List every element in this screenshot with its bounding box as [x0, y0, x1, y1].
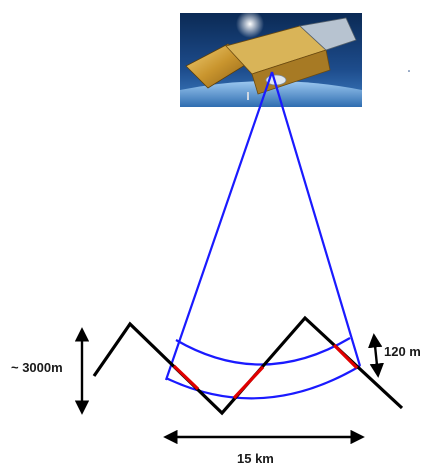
- thickness-label: 120 m: [384, 344, 421, 359]
- satellite-image: [180, 10, 362, 107]
- swath-top-arc: [175, 337, 351, 366]
- beam-left-edge: [164, 71, 274, 381]
- beam-right-edge: [270, 71, 362, 367]
- height-label: ~ 3000m: [11, 360, 63, 375]
- thickness-arrow: [368, 333, 384, 378]
- satellite-icon: [185, 17, 357, 100]
- radar-beam: [164, 71, 362, 400]
- swath-bottom-arc: [165, 365, 361, 400]
- intersection-segment-2: [232, 365, 265, 400]
- intersection-segment-3: [332, 343, 359, 370]
- intersection-segments: [172, 343, 359, 400]
- width-label: 15 km: [237, 451, 274, 466]
- intersection-segment-1: [172, 364, 200, 391]
- stray-dot: [408, 70, 410, 72]
